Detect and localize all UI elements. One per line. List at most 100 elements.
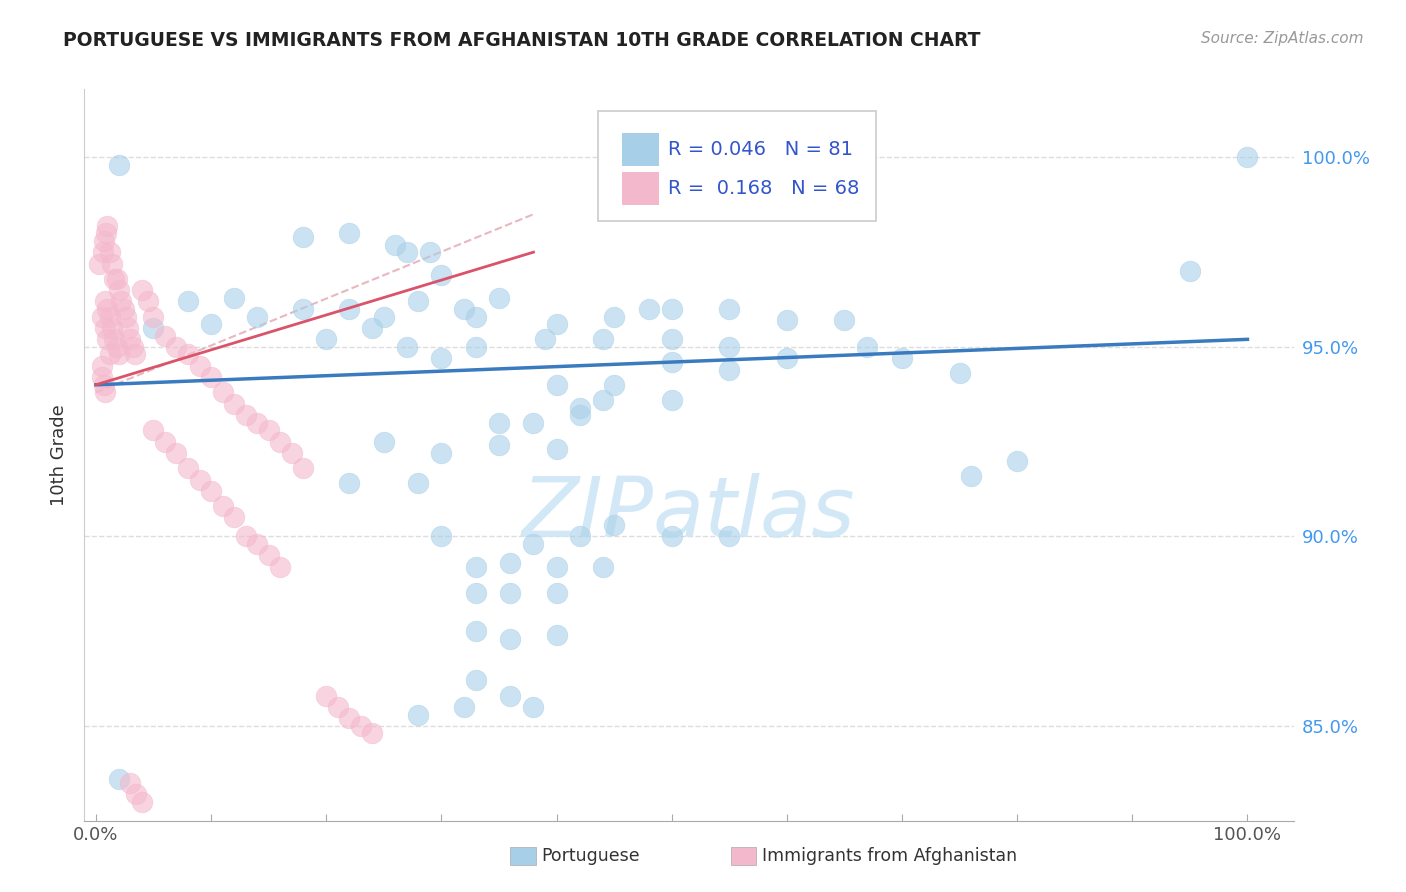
Point [105,340,128,354]
Point [222,397,245,411]
Point [93,234,115,248]
Point [522,537,544,551]
Point [546,628,568,642]
Point [200,370,222,384]
Point [337,226,360,240]
Point [188,473,211,487]
Point [96,332,118,346]
Point [546,442,568,457]
Point [546,317,568,331]
Point [464,624,486,639]
Point [222,510,245,524]
Point [142,310,165,324]
Point [464,340,486,354]
Point [211,499,233,513]
Text: R =  0.168   N = 68: R = 0.168 N = 68 [668,179,859,198]
Point [488,416,510,430]
Point [834,313,856,327]
Point [592,392,614,407]
Point [568,401,591,415]
Point [395,245,418,260]
Point [142,321,165,335]
Point [94,321,117,335]
Point [891,351,914,366]
Point [200,483,222,498]
Point [120,332,142,346]
Point [568,408,591,422]
Point [211,385,233,400]
Point [373,310,395,324]
Point [131,283,153,297]
Point [125,787,148,801]
Point [222,291,245,305]
Point [269,559,291,574]
Point [292,301,315,316]
Point [408,707,430,722]
Point [246,310,269,324]
Point [488,438,510,452]
Point [188,359,211,373]
Point [91,245,114,260]
Point [464,673,486,688]
Point [499,556,522,570]
Point [121,340,143,354]
Point [96,301,118,316]
Point [661,355,683,369]
Point [430,529,453,543]
Point [200,317,222,331]
Point [546,559,568,574]
Point [108,347,131,361]
Point [522,700,544,714]
Point [110,294,132,309]
Point [120,776,142,790]
Point [546,377,568,392]
Point [90,370,112,384]
Point [546,586,568,600]
Point [112,301,135,316]
Point [124,347,146,361]
Bar [623,133,659,166]
Point [430,446,453,460]
Point [856,340,879,354]
Point [430,351,453,366]
Text: Immigrants from Afghanistan: Immigrants from Afghanistan [762,847,1017,865]
Point [568,529,591,543]
Point [315,332,337,346]
Point [105,271,128,285]
Point [718,362,741,376]
Point [177,461,200,475]
Point [603,310,626,324]
Point [637,301,659,316]
Point [136,294,159,309]
Point [326,700,349,714]
Point [98,245,121,260]
Point [776,351,799,366]
Point [419,245,441,260]
Point [464,559,486,574]
Point [177,347,200,361]
Point [776,313,799,327]
Point [430,268,453,282]
Point [280,446,302,460]
Point [522,416,544,430]
Point [96,219,118,233]
Point [103,332,125,346]
Point [408,294,430,309]
Point [142,423,165,437]
Point [453,301,475,316]
Point [718,529,741,543]
Point [499,586,522,600]
Point [114,310,136,324]
Point [153,434,176,449]
Point [1005,453,1028,467]
Point [373,434,395,449]
Point [292,461,315,475]
Point [464,586,486,600]
Point [464,310,486,324]
Point [98,347,121,361]
Point [235,408,257,422]
Point [117,321,139,335]
Point [499,689,522,703]
Point [361,321,384,335]
Point [337,711,360,725]
